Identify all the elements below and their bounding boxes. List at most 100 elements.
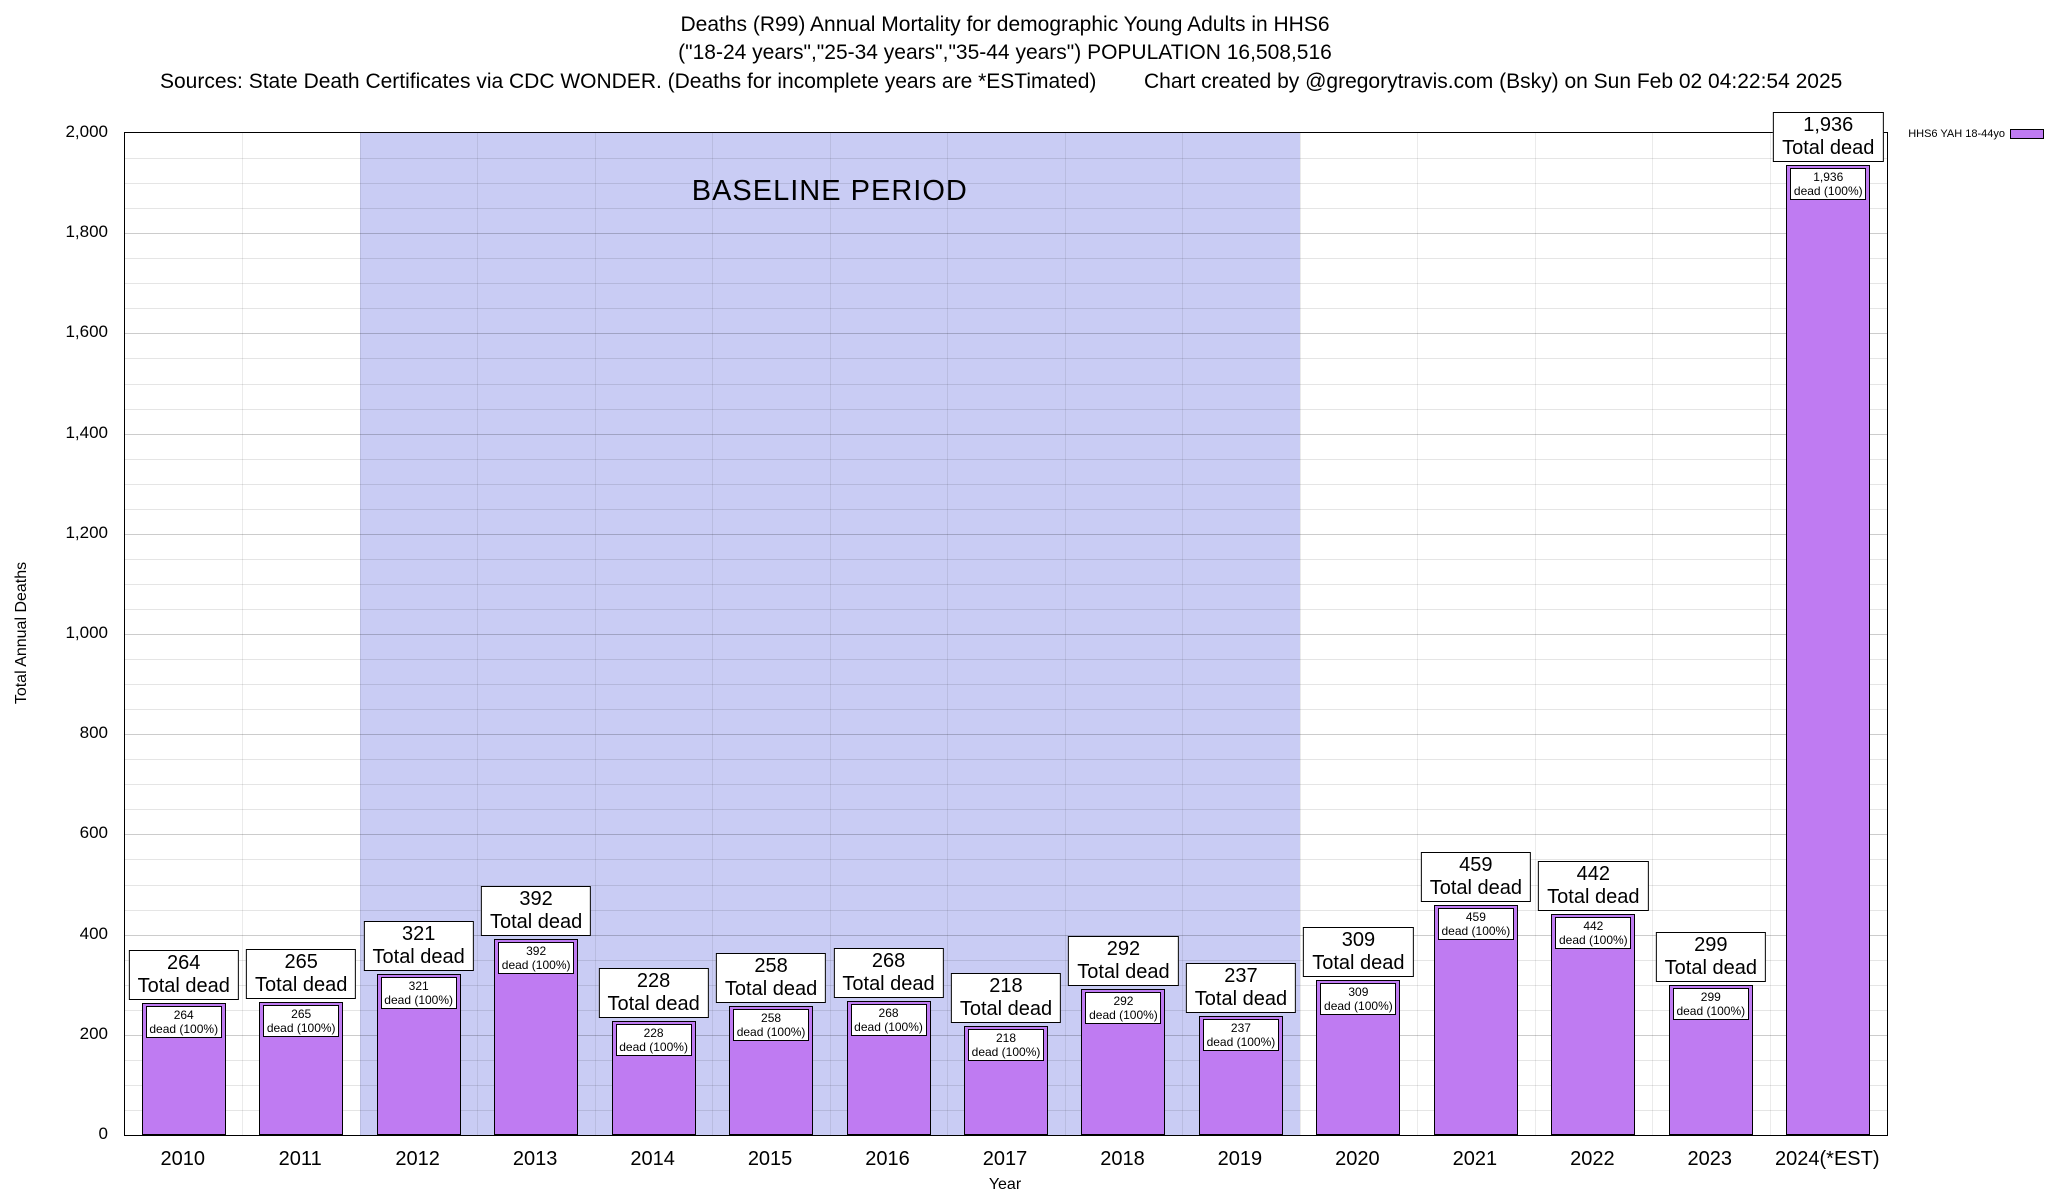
horizontal-gridline: [125, 458, 1887, 460]
horizontal-gridline: [125, 834, 1887, 836]
bar-inner-label-2018: 292 dead (100%): [1085, 991, 1162, 1024]
horizontal-gridline: [125, 533, 1887, 535]
bar-total-value: 292: [1106, 937, 1141, 960]
vertical-gridline: [1769, 133, 1771, 1135]
bar-total-value: 392: [519, 887, 553, 910]
x-tick-label-2012: 2012: [395, 1148, 440, 1170]
bar-inner-value: 258: [761, 1010, 782, 1025]
bar-2024(*EST): [1786, 165, 1871, 1135]
horizontal-gridline: [125, 358, 1887, 360]
bar-2022: [1551, 913, 1636, 1135]
bar-total-value: 258: [754, 954, 788, 977]
bar-total-label-2014: 228 Total dead: [598, 967, 709, 1018]
bar-inner-suffix: dead (100%): [266, 1021, 336, 1036]
bar-total-suffix: Total dead: [137, 974, 230, 997]
horizontal-gridline: [125, 433, 1887, 435]
bar-total-value: 218: [989, 974, 1023, 997]
bar-inner-label-2024(*EST): 1,936 dead (100%): [1790, 168, 1867, 201]
bar-inner-value: 265: [291, 1007, 312, 1022]
chart-title-line1: Deaths (R99) Annual Mortality for demogr…: [680, 13, 1330, 36]
legend-series-label: HHS6 YAH 18-44yo: [1908, 128, 2005, 140]
vertical-gridline: [712, 133, 714, 1135]
horizontal-gridline: [125, 258, 1887, 260]
bar-total-suffix: Total dead: [255, 974, 348, 997]
horizontal-gridline: [125, 809, 1887, 811]
bar-total-suffix: Total dead: [489, 910, 583, 933]
bar-total-suffix: Total dead: [724, 977, 818, 1000]
x-tick-label-2013: 2013: [512, 1148, 558, 1170]
bar-inner-label-2011: 265 dead (100%): [263, 1005, 340, 1038]
bar-inner-suffix: dead (100%): [1324, 999, 1393, 1014]
bar-total-label-2017: 218 Total dead: [950, 972, 1062, 1023]
bar-inner-suffix: dead (100%): [854, 1019, 923, 1034]
bar-total-label-2022: 442 Total dead: [1538, 860, 1649, 911]
x-tick-label-2023: 2023: [1687, 1148, 1733, 1170]
x-tick-label-2022: 2022: [1570, 1148, 1615, 1170]
x-tick-label-2014: 2014: [630, 1148, 675, 1170]
x-axis-title: Year: [988, 1176, 1022, 1193]
bar-inner-label-2010: 264 dead (100%): [145, 1005, 222, 1038]
bar-inner-value: 392: [526, 943, 547, 958]
horizontal-gridline: [125, 634, 1887, 635]
horizontal-gridline: [125, 483, 1887, 485]
bar-total-label-2020: 309 Total dead: [1303, 927, 1414, 978]
vertical-gridline: [1064, 133, 1066, 1135]
horizontal-gridline: [125, 734, 1887, 736]
y-tick-label: 1,000: [65, 623, 108, 642]
chart-title-line2: ("18-24 years","25-34 years","35-44 year…: [678, 41, 1332, 64]
horizontal-gridline: [125, 884, 1887, 886]
bar-inner-label-2021: 459 dead (100%): [1437, 908, 1514, 941]
bar-inner-label-2019: 237 dead (100%): [1202, 1019, 1279, 1052]
bar-total-value: 299: [1694, 934, 1728, 957]
bar-total-suffix: Total dead: [1547, 885, 1640, 908]
horizontal-gridline: [125, 959, 1887, 961]
horizontal-gridline: [125, 283, 1887, 285]
y-tick-label: 1,800: [65, 222, 108, 242]
bar-inner-value: 321: [408, 979, 429, 994]
bar-inner-suffix: dead (100%): [501, 957, 571, 972]
bar-total-value: 309: [1341, 929, 1376, 952]
bar-inner-label-2015: 258 dead (100%): [733, 1008, 810, 1041]
bar-inner-suffix: dead (100%): [1793, 184, 1863, 199]
bar-total-value: 265: [284, 951, 318, 974]
y-axis-tick-labels: 0 200 400 600 800 1,000 1,200 1,400 1,600 1,800 2,…: [0, 123, 114, 1143]
horizontal-gridline: [125, 308, 1887, 310]
bar-inner-label-2023: 299 dead (100%): [1672, 988, 1749, 1021]
bar-inner-label-2012: 321 dead (100%): [380, 977, 457, 1010]
bar-total-suffix: Total dead: [372, 946, 465, 969]
bar-2021: [1433, 905, 1518, 1135]
x-tick-label-2010: 2010: [160, 1148, 205, 1170]
bar-total-value: 237: [1224, 965, 1258, 988]
vertical-gridline: [1417, 133, 1419, 1135]
horizontal-gridline: [125, 583, 1887, 585]
horizontal-gridline: [125, 608, 1887, 610]
bar-inner-value: 1,936: [1813, 170, 1844, 185]
horizontal-gridline: [125, 859, 1887, 861]
bar-total-label-2010: 264 Total dead: [128, 949, 239, 1000]
bar-total-label-2012: 321 Total dead: [363, 921, 474, 972]
bar-inner-value: 264: [173, 1007, 194, 1022]
vertical-gridline: [1182, 133, 1184, 1135]
bar-total-label-2011: 265 Total dead: [246, 949, 357, 1000]
bar-inner-value: 442: [1583, 918, 1604, 933]
bar-inner-label-2016: 268 dead (100%): [850, 1003, 927, 1036]
bar-inner-value: 228: [643, 1025, 664, 1040]
bar-inner-suffix: dead (100%): [619, 1039, 688, 1054]
y-tick-label: 1,600: [65, 322, 108, 342]
vertical-gridline: [829, 133, 831, 1135]
bar-inner-suffix: dead (100%): [1441, 924, 1511, 939]
bar-inner-suffix: dead (100%): [1676, 1004, 1746, 1019]
bar-inner-value: 292: [1113, 993, 1134, 1008]
bar-total-suffix: Total dead: [607, 992, 700, 1015]
horizontal-gridline: [125, 934, 1887, 936]
bar-total-suffix: Total dead: [1782, 137, 1875, 160]
bar-inner-label-2013: 392 dead (100%): [498, 941, 575, 974]
legend-color-swatch: [2010, 129, 2044, 139]
bar-total-label-2018: 292 Total dead: [1068, 935, 1179, 986]
bar-inner-label-2014: 228 dead (100%): [615, 1023, 692, 1056]
x-tick-label-2015: 2015: [747, 1148, 793, 1170]
bar-inner-value: 268: [878, 1005, 899, 1020]
bar-total-suffix: Total dead: [1664, 957, 1757, 980]
bar-total-label-2023: 299 Total dead: [1655, 932, 1766, 983]
